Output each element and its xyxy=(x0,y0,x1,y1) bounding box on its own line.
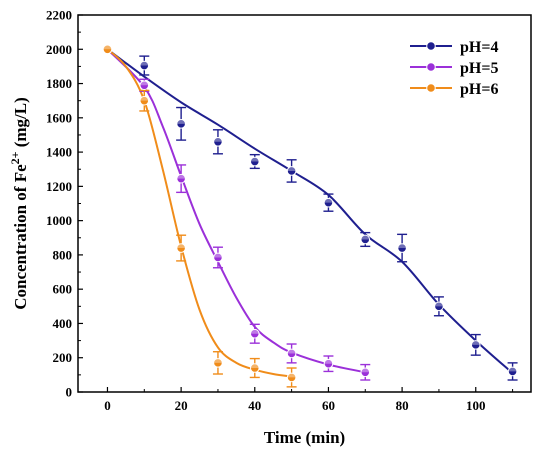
data-point-ph5 xyxy=(176,173,186,184)
data-point-highlight-ph5 xyxy=(139,80,149,86)
data-point-highlight-ph4 xyxy=(397,243,407,249)
data-point-highlight-ph6 xyxy=(250,363,260,369)
data-point-highlight-ph4 xyxy=(287,166,296,171)
y-tick-label: 0 xyxy=(66,385,73,400)
data-point-ph4 xyxy=(434,301,444,312)
data-point-highlight-ph4 xyxy=(176,119,186,124)
data-points xyxy=(102,44,518,383)
data-point-highlight-ph6 xyxy=(287,373,296,378)
data-point-ph5 xyxy=(323,358,334,369)
y-tick-label: 600 xyxy=(53,282,73,297)
data-point-ph5 xyxy=(360,367,371,378)
data-point-highlight-ph5 xyxy=(176,174,186,179)
data-point-ph6 xyxy=(249,363,260,373)
data-point-highlight-ph4 xyxy=(139,61,149,66)
x-tick-label: 60 xyxy=(322,398,335,413)
y-tick-label: 1600 xyxy=(46,110,72,125)
data-point-highlight-ph5 xyxy=(213,253,223,258)
y-tick-label: 800 xyxy=(53,247,73,262)
y-axis-title-main: Concentration of Fe xyxy=(11,164,30,310)
x-tick-label: 0 xyxy=(104,398,111,413)
data-point-ph6 xyxy=(102,44,113,55)
data-point-ph5 xyxy=(249,328,260,339)
data-point-ph4 xyxy=(249,156,260,167)
y-tick-label: 1400 xyxy=(46,145,72,160)
data-point-ph4 xyxy=(397,243,407,253)
y-tick-label: 2200 xyxy=(46,8,72,23)
x-tick-label: 100 xyxy=(466,398,486,413)
data-point-highlight-ph6 xyxy=(213,358,223,363)
data-point-ph5 xyxy=(286,348,297,359)
legend-label-ph5: pH=5 xyxy=(460,60,498,77)
data-point-ph5 xyxy=(139,80,150,91)
y-axis-title: Concentration of Fe2+ (mg/L) xyxy=(8,97,30,310)
legend-marker-ph6 xyxy=(426,83,436,93)
data-point-ph6 xyxy=(213,358,223,368)
data-point-highlight-ph4 xyxy=(360,235,370,240)
x-axis-ticks: 0 20 40 60 80 100 xyxy=(104,387,514,413)
data-point-highlight-ph6 xyxy=(103,44,112,50)
data-point-highlight-ph5 xyxy=(324,359,333,364)
y-tick-label: 1000 xyxy=(46,213,72,228)
data-point-ph4 xyxy=(360,234,371,245)
data-point-highlight-ph4 xyxy=(471,340,481,345)
data-point-ph4 xyxy=(507,366,518,377)
data-point-highlight-ph4 xyxy=(434,302,444,307)
x-tick-label: 40 xyxy=(248,398,261,413)
data-point-ph4 xyxy=(286,166,297,176)
data-point-highlight-ph4 xyxy=(508,367,517,372)
legend-label-ph6: pH=6 xyxy=(460,81,498,98)
x-axis-title: Time (min) xyxy=(264,428,345,447)
y-tick-label: 400 xyxy=(53,316,73,331)
data-point-highlight-ph4 xyxy=(324,198,333,203)
data-point-ph4 xyxy=(213,137,223,147)
legend-marker-ph5 xyxy=(426,62,436,72)
data-point-ph6 xyxy=(176,243,186,253)
legend-label-ph4: pH=4 xyxy=(460,39,498,56)
data-point-highlight-ph6 xyxy=(139,96,149,101)
x-tick-label: 20 xyxy=(175,398,188,413)
y-axis-title-superscript: 2+ xyxy=(8,151,22,164)
legend: pH=4 pH=5 pH=6 xyxy=(410,39,498,98)
data-point-ph4 xyxy=(139,60,150,71)
legend-marker-ph4 xyxy=(426,41,436,51)
y-tick-label: 200 xyxy=(53,350,73,365)
data-point-highlight-ph5 xyxy=(250,329,260,334)
data-point-highlight-ph5 xyxy=(287,349,296,354)
y-axis-title-unit: (mg/L) xyxy=(11,97,30,151)
data-point-highlight-ph4 xyxy=(213,137,223,142)
y-tick-label: 1800 xyxy=(46,76,72,91)
data-point-ph5 xyxy=(213,252,223,263)
data-point-ph6 xyxy=(139,95,150,106)
y-tick-label: 2000 xyxy=(46,42,72,57)
data-point-highlight-ph4 xyxy=(250,157,260,162)
x-tick-label: 80 xyxy=(396,398,409,413)
data-point-highlight-ph5 xyxy=(360,367,370,373)
data-point-highlight-ph6 xyxy=(176,243,186,249)
y-axis-ticks: 0 200 400 600 800 1000 1200 1400 1600 1800 2000 220… xyxy=(46,8,83,400)
data-point-ph6 xyxy=(286,372,297,383)
data-point-ph4 xyxy=(323,197,334,208)
data-point-ph4 xyxy=(470,340,481,350)
data-point-ph4 xyxy=(176,119,186,129)
y-tick-label: 1200 xyxy=(46,179,72,194)
